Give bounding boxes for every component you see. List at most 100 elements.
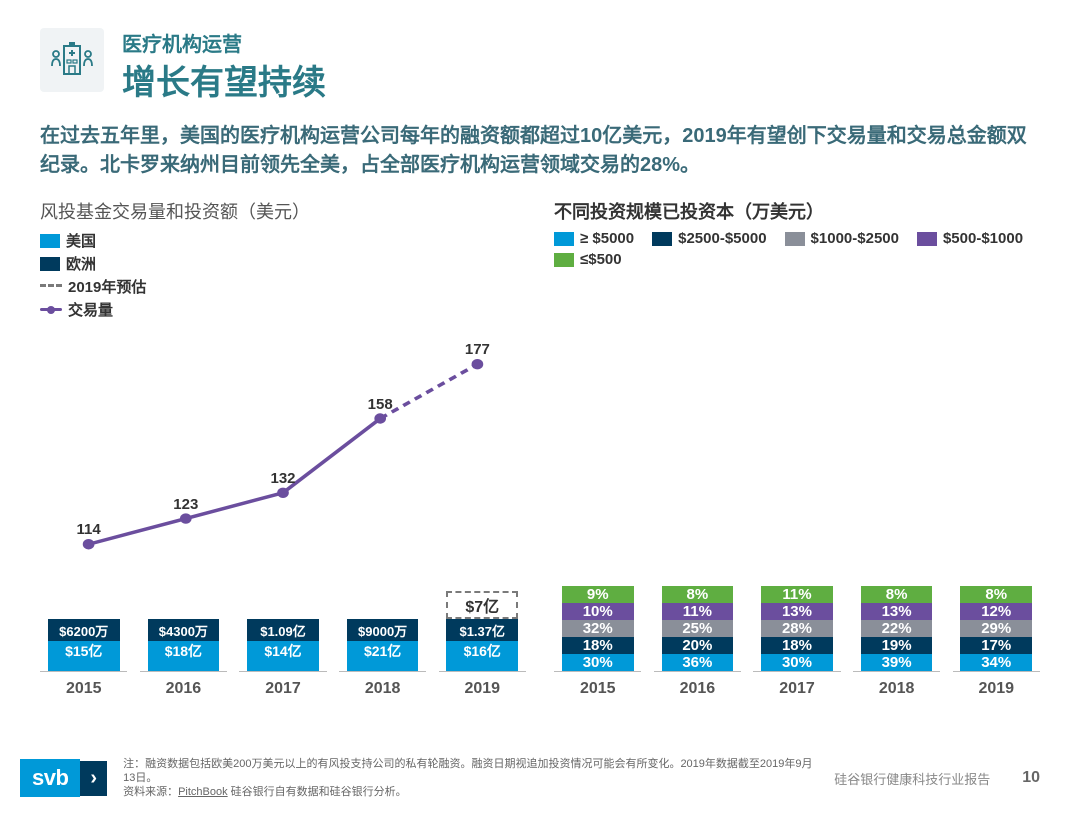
europe-segment: $9000万 [347, 619, 419, 641]
left-chart-plot: 114123132158177 $6200万$15亿$4300万$18亿$1.0… [40, 324, 526, 671]
stack-segment: 17% [960, 637, 1032, 654]
legend-item: $500-$1000 [917, 230, 1023, 247]
europe-segment: $1.09亿 [247, 619, 319, 641]
x-category: 2018 [339, 671, 426, 698]
line-point-label: 158 [368, 396, 393, 413]
footnote-line2: 资料来源：PitchBook 硅谷银行自有数据和硅谷银行分析。 [123, 786, 407, 798]
right-chart-plot: 9%10%32%18%30%8%11%25%20%36%11%13%28%18%… [554, 272, 1040, 671]
stacked-bar: 11%13%28%18%30% [761, 586, 833, 671]
legend-item: 2019年预估 [40, 276, 526, 297]
legend-label: 美国 [66, 230, 96, 251]
legend-label: 交易量 [68, 299, 113, 320]
stack-segment: 29% [960, 620, 1032, 637]
x-category: 2015 [554, 671, 641, 698]
stack-segment: 19% [861, 637, 933, 654]
right-chart: 不同投资规模已投资本（万美元） ≥ $5000 $2500-$5000 $1000-… [554, 198, 1040, 698]
x-category: 2017 [753, 671, 840, 698]
stack-segment: 18% [562, 637, 634, 654]
legend-item: ≤$500 [554, 251, 622, 268]
legend-label: 2019年预估 [68, 276, 146, 297]
stack-segment: 13% [861, 603, 933, 620]
us-segment: $21亿 [347, 641, 419, 671]
bar: $9000万$21亿 [347, 619, 419, 671]
us-segment: $14亿 [247, 641, 319, 671]
bar-column: $6200万$15亿 [40, 619, 127, 671]
stack-segment: 13% [761, 603, 833, 620]
stack-segment: 30% [761, 654, 833, 671]
x-category: 2018 [853, 671, 940, 698]
legend-label: 欧洲 [66, 253, 96, 274]
legend-label: $2500-$5000 [678, 230, 766, 247]
legend-item: 交易量 [40, 299, 526, 320]
legend-item: $1000-$2500 [785, 230, 899, 247]
main-title: 增长有望持续 [122, 55, 326, 104]
logo-chevron-icon: › [80, 761, 107, 796]
x-category: 2016 [654, 671, 741, 698]
us-segment: $15亿 [48, 641, 120, 671]
stack-segment: 32% [562, 620, 634, 637]
stack-segment: 8% [861, 586, 933, 603]
stack-segment: 10% [562, 603, 634, 620]
stack-segment: 20% [662, 637, 734, 654]
stack-segment: 12% [960, 603, 1032, 620]
description-text: 在过去五年里，美国的医疗机构运营公司每年的融资额都超过10亿美元，2019年有望… [0, 114, 1080, 198]
eyebrow: 医疗机构运营 [122, 28, 326, 57]
charts-row: 风投基金交易量和投资额（美元） 美国欧洲2019年预估交易量 114123132… [0, 198, 1080, 698]
left-chart-title: 风投基金交易量和投资额（美元） [40, 198, 526, 224]
stack-segment: 34% [960, 654, 1032, 671]
bar-column: $7亿$1.37亿$16亿 [439, 591, 526, 671]
stacked-bar: 9%10%32%18%30% [562, 586, 634, 671]
us-segment: $16亿 [446, 641, 518, 671]
title-block: 医疗机构运营 增长有望持续 [122, 28, 326, 104]
right-chart-xaxis: 2015 2016 2017 2018 2019 [554, 671, 1040, 698]
x-category: 2017 [239, 671, 326, 698]
europe-segment: $1.37亿 [446, 619, 518, 641]
stack-segment: 28% [761, 620, 833, 637]
legend-item: 美国 [40, 230, 526, 251]
us-segment: $18亿 [148, 641, 220, 671]
x-category: 2019 [439, 671, 526, 698]
pitchbook-link[interactable]: PitchBook [178, 786, 228, 798]
header-icon [40, 28, 104, 92]
forecast-segment: $7亿 [446, 591, 518, 619]
logo-text: svb [20, 759, 80, 797]
legend-label: ≥ $5000 [580, 230, 634, 247]
stack-segment: 11% [662, 603, 734, 620]
stack-segment: 36% [662, 654, 734, 671]
stacked-bar: 8%11%25%20%36% [662, 586, 734, 671]
stack-segment: 8% [960, 586, 1032, 603]
bar-column: $4300万$18亿 [140, 619, 227, 671]
stack-segment: 39% [861, 654, 933, 671]
legend-label: ≤$500 [580, 251, 622, 268]
stack-segment: 8% [662, 586, 734, 603]
right-chart-title: 不同投资规模已投资本（万美元） [554, 198, 1040, 224]
x-category: 2019 [953, 671, 1040, 698]
stacked-bar-column: 8%13%22%19%39% [853, 586, 940, 671]
line-point-label: 114 [76, 521, 100, 538]
line-point-label: 123 [173, 496, 198, 513]
footnote: 注：融资数据包括欧美200万美元以上的有风投支持公司的私有轮融资。融资日期视追加… [123, 757, 818, 800]
x-category: 2016 [140, 671, 227, 698]
svb-logo: svb › [20, 759, 107, 797]
bar: $7亿$1.37亿$16亿 [446, 591, 518, 671]
legend-label: $500-$1000 [943, 230, 1023, 247]
slide-footer: svb › 注：融资数据包括欧美200万美元以上的有风投支持公司的私有轮融资。融… [0, 743, 1080, 813]
stacked-bar: 8%13%22%19%39% [861, 586, 933, 671]
bar: $4300万$18亿 [148, 619, 220, 671]
left-chart-xaxis: 20152016201720182019 [40, 671, 526, 698]
legend-item: 欧洲 [40, 253, 526, 274]
stacked-bar: 8%12%29%17%34% [960, 586, 1032, 671]
stack-segment: 9% [562, 586, 634, 603]
right-chart-legend: ≥ $5000 $2500-$5000 $1000-$2500 $500-$1000 ≤… [554, 230, 1040, 268]
report-name: 硅谷银行健康科技行业报告 [834, 769, 990, 788]
europe-segment: $4300万 [148, 619, 220, 641]
left-chart-legend: 美国欧洲2019年预估交易量 [40, 230, 526, 320]
stacked-bar-column: 8%12%29%17%34% [953, 586, 1040, 671]
stack-segment: 25% [662, 620, 734, 637]
legend-item: $2500-$5000 [652, 230, 766, 247]
europe-segment: $6200万 [48, 619, 120, 641]
left-chart: 风投基金交易量和投资额（美元） 美国欧洲2019年预估交易量 114123132… [40, 198, 526, 698]
stack-segment: 18% [761, 637, 833, 654]
legend-item: ≥ $5000 [554, 230, 634, 247]
bar-column: $1.09亿$14亿 [239, 619, 326, 671]
